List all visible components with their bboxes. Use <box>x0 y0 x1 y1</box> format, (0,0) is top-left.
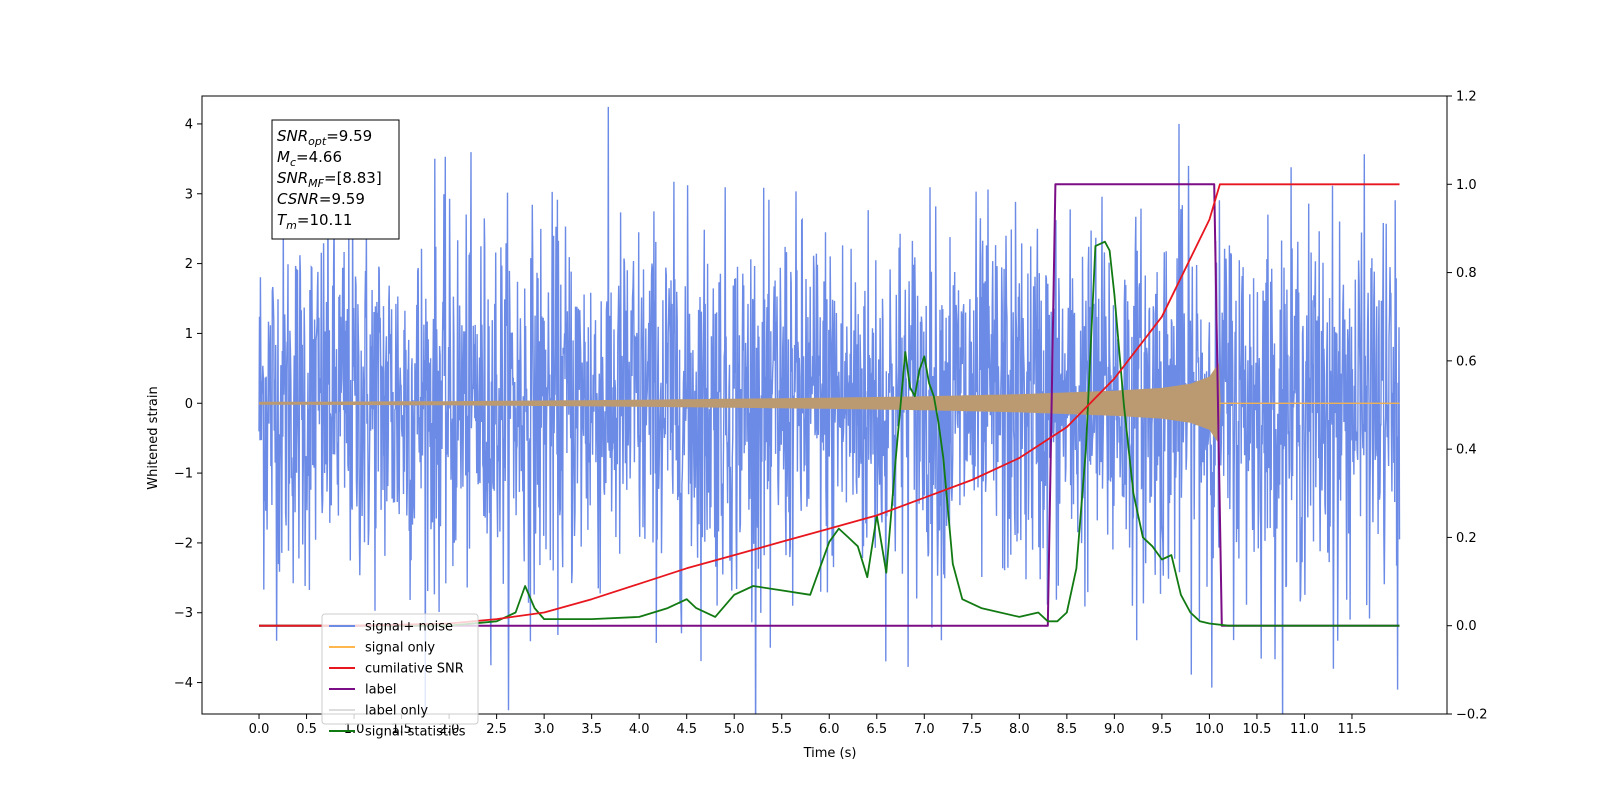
legend-label: label <box>365 683 396 698</box>
y-left-tick-label: −4 <box>174 676 193 691</box>
y-right-tick-label: 1.0 <box>1456 178 1477 193</box>
x-tick-label: 9.0 <box>1104 722 1125 737</box>
y-right-tick-label: 0.2 <box>1456 531 1477 546</box>
annotation-line: CSNR=9.59 <box>277 190 365 208</box>
x-tick-label: 9.5 <box>1152 722 1173 737</box>
x-tick-label: 8.5 <box>1057 722 1078 737</box>
legend-frame <box>321 613 479 725</box>
x-tick-label: 6.5 <box>866 722 887 737</box>
x-tick-label: 10.5 <box>1242 722 1271 737</box>
y-right-tick-label: 0.8 <box>1456 266 1477 281</box>
x-tick-label: 4.0 <box>629 722 650 737</box>
x-tick-label: 2.0 <box>439 722 460 737</box>
y-axis-title-left: Whitened strain <box>146 386 161 489</box>
y-left-tick-label: 4 <box>185 117 193 132</box>
x-axis-title: Time (s) <box>803 746 857 761</box>
annotation-frame <box>271 119 400 240</box>
series-signal-statistics <box>259 240 1400 627</box>
y-right-tick-label: 0.4 <box>1456 443 1477 458</box>
y-left-tick-label: −1 <box>174 467 193 482</box>
annotation-line: SNRopt=9.59 <box>277 127 372 148</box>
x-tick-label: 3.5 <box>581 722 602 737</box>
legend-label: signal statistics <box>365 725 466 740</box>
x-tick-label: 7.0 <box>914 722 935 737</box>
axes: 0.0 0.5 1.0 1.5 2.0 2.5 3.0 3.5 4.0 4.5 5.0 5.5 6.0 6… <box>174 90 1488 738</box>
x-tick-label: 1.5 <box>391 722 412 737</box>
x-tick-label: 10.0 <box>1195 722 1224 737</box>
x-tick-label: 1.0 <box>344 722 365 737</box>
y-left-tick-label: 3 <box>185 187 193 202</box>
x-tick-label: 2.5 <box>486 722 507 737</box>
y-right-tick-label: 1.2 <box>1456 90 1477 105</box>
x-tick-label: 5.5 <box>771 722 792 737</box>
y-right-tick-label: 0.6 <box>1456 354 1477 369</box>
x-tick-label: 8.0 <box>1009 722 1030 737</box>
y-left-tick-label: 1 <box>185 327 193 342</box>
y-right-tick-label: −0.2 <box>1456 708 1488 723</box>
y-left-tick-label: −3 <box>174 606 193 621</box>
annotation-line: Tm=10.11 <box>277 211 352 232</box>
legend-label: signal+ noise <box>365 620 453 635</box>
series-signal-only <box>259 362 1400 444</box>
y-left-tick-label: 2 <box>185 257 193 272</box>
x-tick-label: 6.0 <box>819 722 840 737</box>
plot-area <box>258 106 1401 714</box>
plot-series <box>258 106 1401 714</box>
x-tick-label: 3.0 <box>534 722 555 737</box>
x-tick-label: 7.5 <box>961 722 982 737</box>
axes-frame <box>201 95 1448 715</box>
x-tick-label: 11.5 <box>1337 722 1366 737</box>
series-cumulative-snr <box>259 183 1400 627</box>
legend-label: label only <box>365 704 428 719</box>
x-tick-label: 0.5 <box>296 722 317 737</box>
y-right-tick-label: 0.0 <box>1456 619 1477 634</box>
annotation-line: SNRMF=[8.83] <box>277 169 382 190</box>
y-left-tick-label: 0 <box>185 397 193 412</box>
x-tick-label: 4.5 <box>676 722 697 737</box>
y-left-tick-label: −2 <box>174 536 193 551</box>
legend-label: cumilative SNR <box>365 662 464 677</box>
x-tick-label: 11.0 <box>1290 722 1319 737</box>
series-signal-plus-noise <box>258 106 1401 714</box>
x-tick-label: 0.0 <box>249 722 270 737</box>
annotation-line: Mc=4.66 <box>277 148 342 169</box>
x-tick-label: 5.0 <box>724 722 745 737</box>
legend: signal+ noise signal only cumilative SNR la… <box>321 613 479 740</box>
legend-label: signal only <box>365 641 435 656</box>
